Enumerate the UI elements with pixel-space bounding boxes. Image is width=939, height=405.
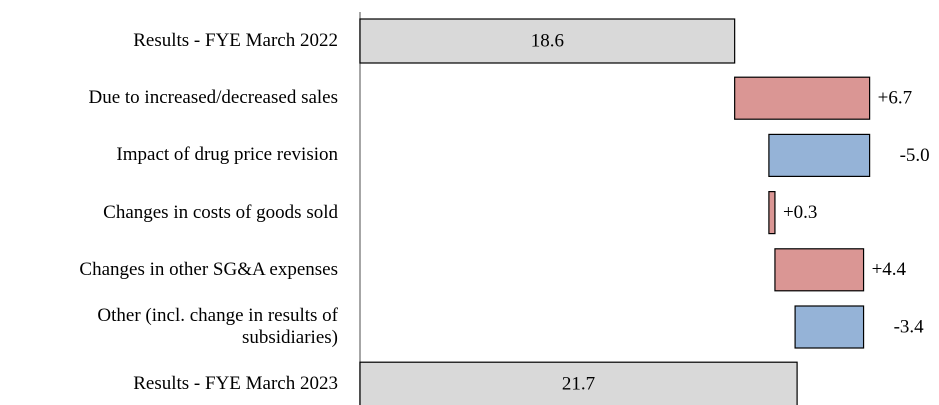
category-label: Impact of drug price revision xyxy=(116,144,338,166)
category-label: Results - FYE March 2023 xyxy=(133,373,338,395)
category-label: Changes in costs of goods sold xyxy=(103,201,338,223)
bar xyxy=(768,191,776,235)
value-label: -3.4 xyxy=(894,316,925,337)
bar xyxy=(359,18,736,64)
value-label: +6.7 xyxy=(878,88,912,109)
category-label: Due to increased/decreased sales xyxy=(88,87,338,109)
bar xyxy=(734,76,871,120)
value-label: 18.6 xyxy=(531,30,564,51)
value-label: +4.4 xyxy=(872,259,907,280)
bar xyxy=(768,133,871,177)
category-label: Changes in other SG&A expenses xyxy=(79,258,338,280)
bar xyxy=(794,305,865,349)
value-label: +0.3 xyxy=(783,202,817,223)
bar xyxy=(359,361,798,405)
bar xyxy=(774,248,865,292)
category-label: Other (incl. change in results of subsid… xyxy=(97,305,338,348)
category-label: Results - FYE March 2022 xyxy=(133,30,338,51)
value-label: -5.0 xyxy=(900,145,930,166)
value-label: 21.7 xyxy=(562,374,595,395)
